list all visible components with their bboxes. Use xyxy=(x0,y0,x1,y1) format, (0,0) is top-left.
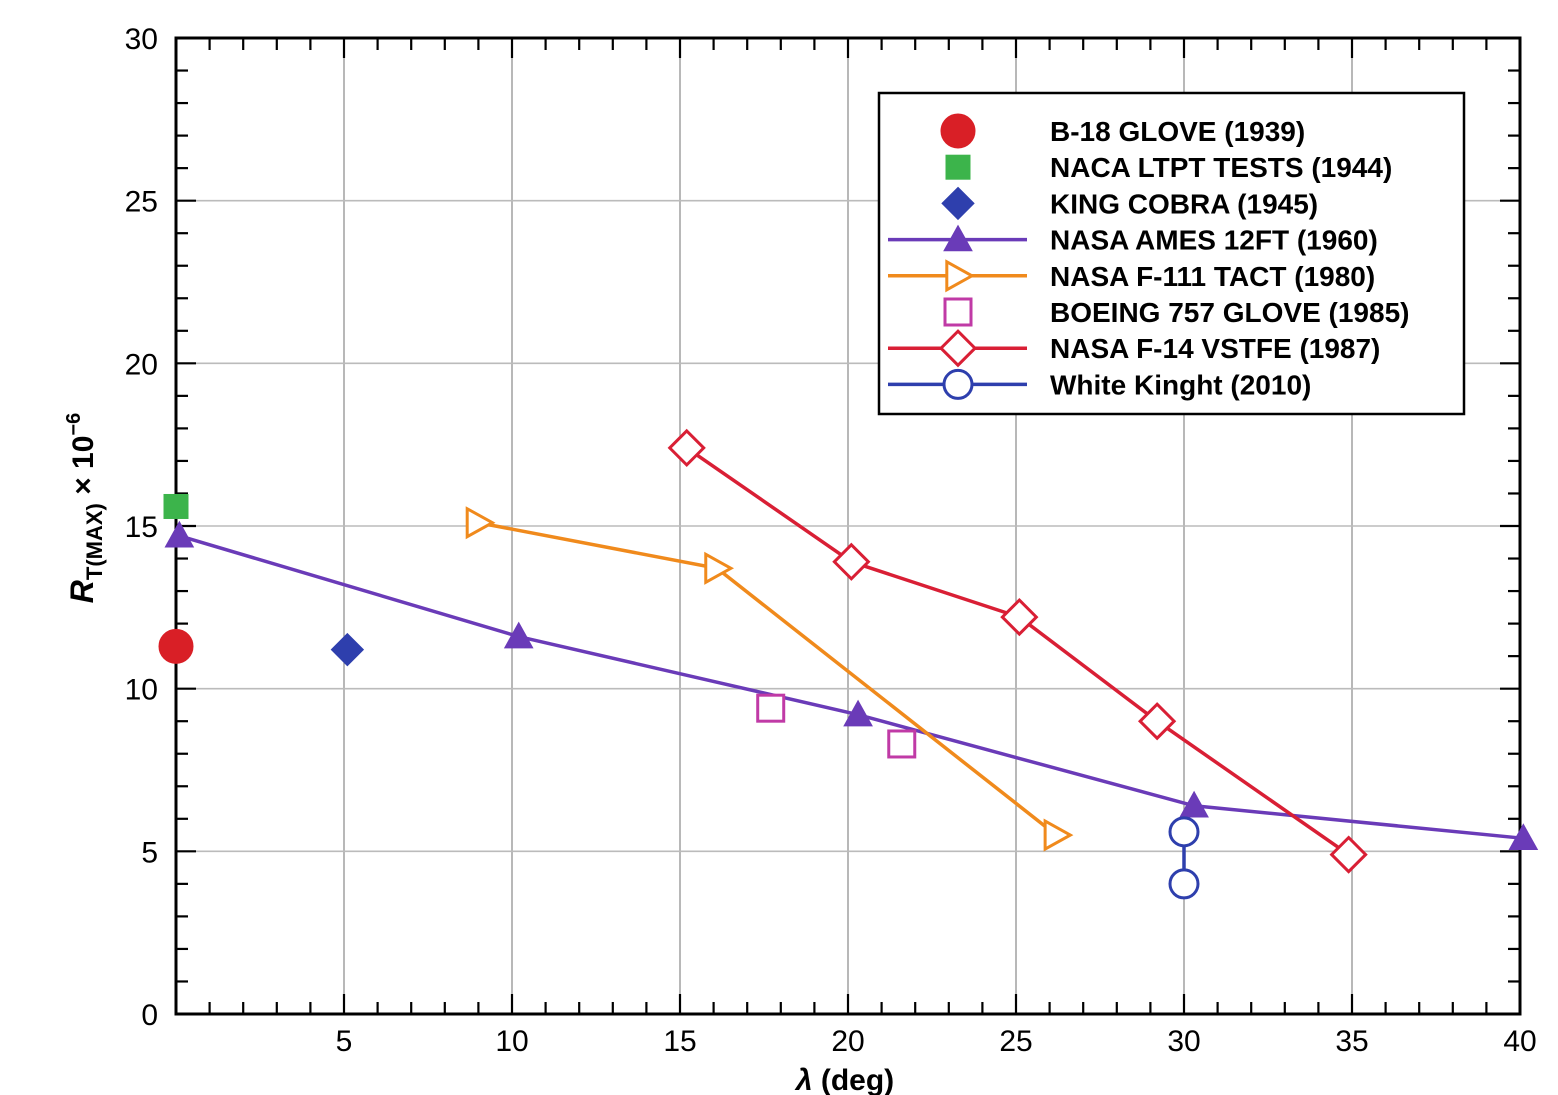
legend-entry: NACA LTPT TESTS (1944) xyxy=(945,152,1392,183)
data-point xyxy=(887,729,917,759)
y-tick-label: 25 xyxy=(125,186,158,219)
y-tick-label: 30 xyxy=(125,23,158,56)
y-tick-label: 10 xyxy=(125,674,158,707)
data-point xyxy=(1168,816,1200,848)
data-point xyxy=(164,520,195,548)
data-point xyxy=(465,506,496,540)
legend-marker xyxy=(943,297,973,327)
data-point xyxy=(756,693,786,723)
data-point xyxy=(1329,835,1368,874)
legend-label: NASA AMES 12FT (1960) xyxy=(1050,225,1378,256)
data-point xyxy=(158,628,194,664)
minor-ticks xyxy=(176,38,1520,1014)
x-tick-label: 10 xyxy=(495,1025,528,1058)
x-tick-label: 20 xyxy=(831,1025,864,1058)
legend-marker xyxy=(938,329,978,368)
series-4 xyxy=(465,506,1074,852)
series-2 xyxy=(330,632,365,667)
legend-label: B-18 GLOVE (1939) xyxy=(1050,116,1305,147)
data-point xyxy=(330,632,365,667)
data-point xyxy=(1179,790,1209,818)
data-point xyxy=(1168,868,1200,900)
y-tick-label: 5 xyxy=(141,836,158,869)
legend-marker xyxy=(945,154,971,180)
series-line xyxy=(178,534,1524,841)
x-tick-label: 25 xyxy=(999,1025,1032,1058)
legend-label: NASA F-14 VSTFE (1987) xyxy=(1050,333,1380,364)
legend-entry: KING COBRA (1945) xyxy=(941,186,1318,221)
series-6 xyxy=(667,428,1368,874)
legend-entry: NASA F-111 TACT (1980) xyxy=(888,259,1375,293)
legend-marker xyxy=(943,224,973,252)
data-point xyxy=(503,621,534,649)
series-0 xyxy=(158,628,194,664)
legend-label: White Kinght (2010) xyxy=(1050,369,1311,400)
series-7 xyxy=(1168,816,1200,900)
series-5 xyxy=(756,693,917,759)
data-point xyxy=(832,542,871,581)
data-point xyxy=(704,551,735,585)
data-point xyxy=(667,428,706,468)
legend-box xyxy=(877,91,1466,416)
tick-labels: 5 10 15 20 25 30 35 40 0 5 10 15 20 25 30 xyxy=(125,23,1537,1058)
data-point xyxy=(1137,702,1177,741)
data-point xyxy=(163,493,189,519)
legend-marker xyxy=(945,259,976,293)
x-axis-title: λ (deg) xyxy=(794,1064,894,1095)
legend-entry: NASA AMES 12FT (1960) xyxy=(888,224,1378,256)
x-tick-label: 5 xyxy=(336,1025,353,1058)
x-tick-label: 30 xyxy=(1167,1025,1200,1058)
series-line xyxy=(478,521,1058,837)
data-point xyxy=(1043,818,1074,852)
legend-label: KING COBRA (1945) xyxy=(1050,188,1318,219)
legend-label: NACA LTPT TESTS (1944) xyxy=(1050,152,1392,183)
y-tick-label: 20 xyxy=(125,348,158,381)
series xyxy=(158,428,1539,900)
series-line xyxy=(685,446,1350,857)
x-tick-label: 35 xyxy=(1335,1025,1368,1058)
series-1 xyxy=(163,493,189,519)
legend-entry: NASA F-14 VSTFE (1987) xyxy=(888,329,1380,368)
y-tick-label: 0 xyxy=(141,999,158,1032)
series-3 xyxy=(164,520,1539,851)
y-axis-title: RT(MAX) × 10−6 xyxy=(63,413,107,603)
data-point xyxy=(1508,823,1539,851)
legend-marker xyxy=(940,113,976,149)
legend-entry: BOEING 757 GLOVE (1985) xyxy=(943,297,1409,328)
data-point xyxy=(1000,597,1039,637)
legend-entry: White Kinght (2010) xyxy=(888,368,1311,400)
legend: B-18 GLOVE (1939) NACA LTPT TESTS (1944) K… xyxy=(877,91,1466,416)
legend-entry: B-18 GLOVE (1939) xyxy=(940,113,1305,149)
legend-marker xyxy=(941,186,975,221)
plot-frame xyxy=(174,36,1522,1016)
x-tick-label: 40 xyxy=(1503,1025,1536,1058)
data-point xyxy=(843,699,873,727)
legend-label: NASA F-111 TACT (1980) xyxy=(1050,261,1375,292)
legend-marker xyxy=(942,368,974,400)
legend-label: BOEING 757 GLOVE (1985) xyxy=(1050,297,1409,328)
y-tick-label: 15 xyxy=(125,511,158,544)
x-tick-label: 15 xyxy=(663,1025,696,1058)
